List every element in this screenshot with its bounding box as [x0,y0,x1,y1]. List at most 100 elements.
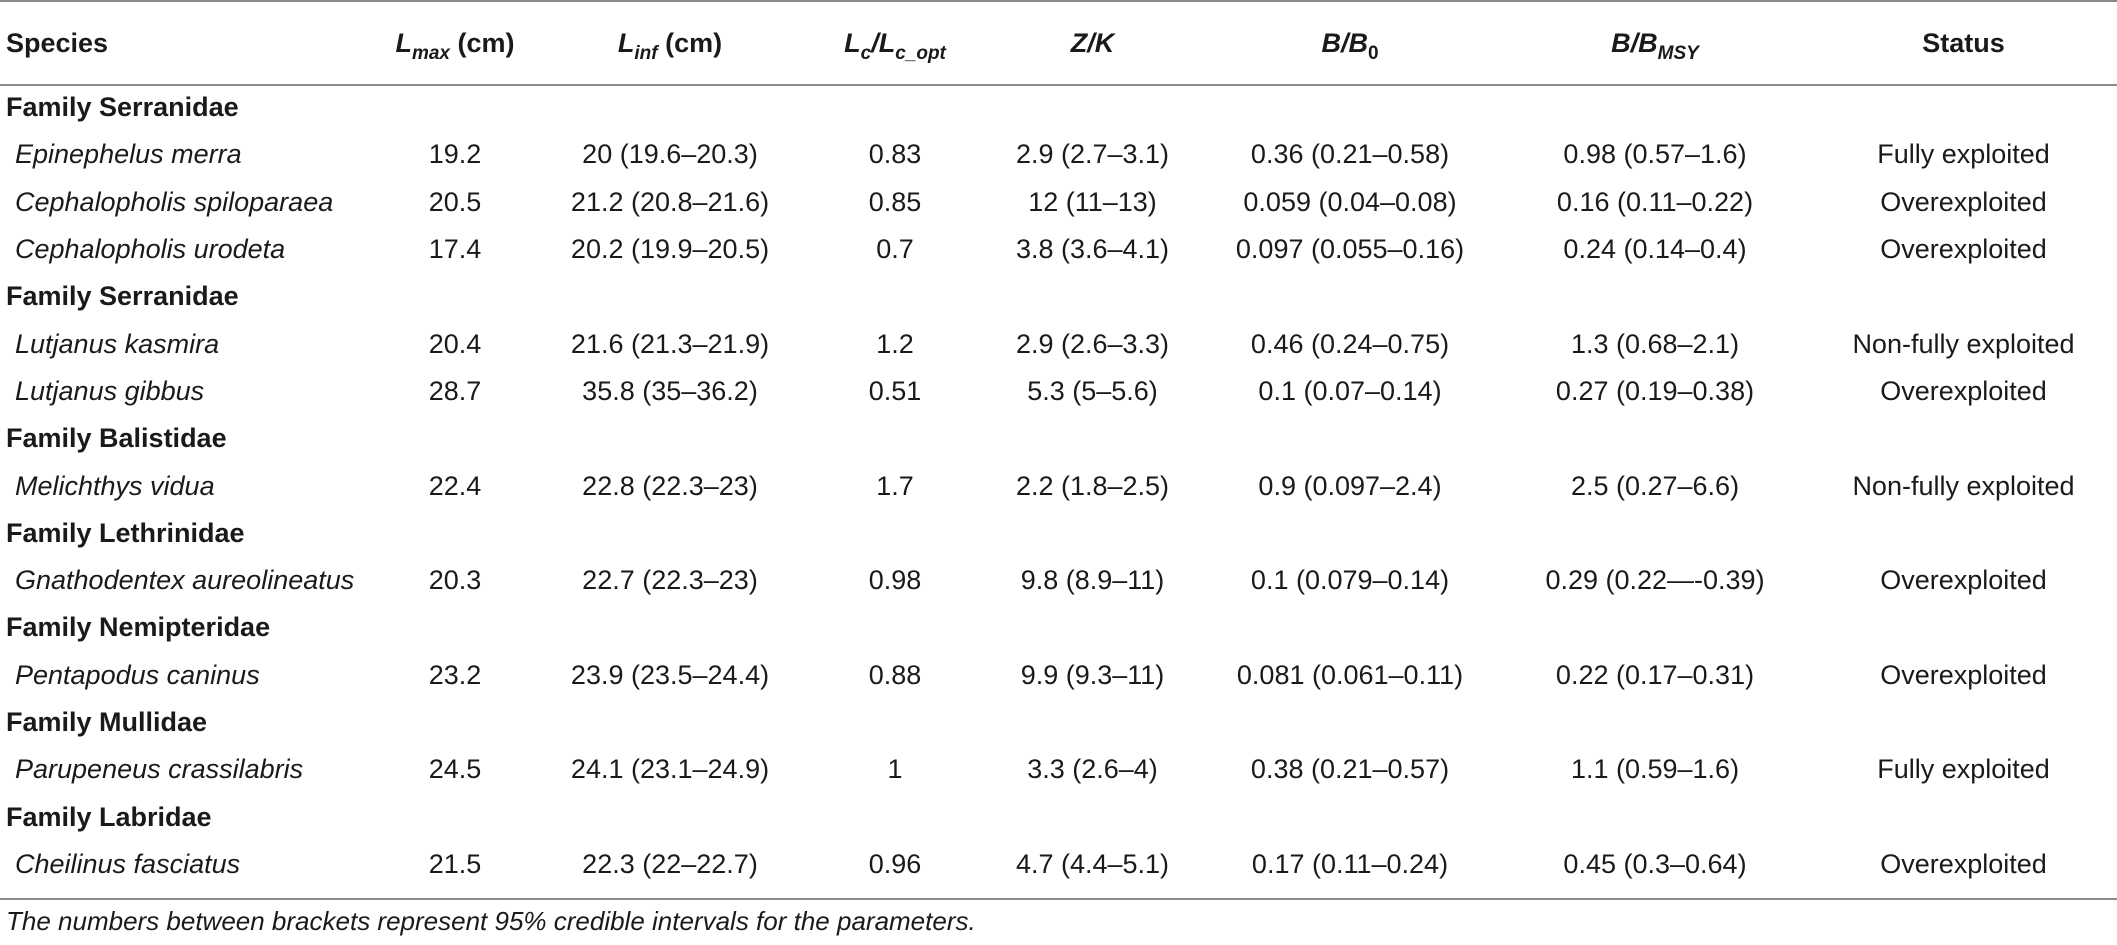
status-cell: Overexploited [1880,234,2047,265]
table-row: Gnathodentex aureolineatus 20.3 22.7 (22.3… [0,557,2117,604]
table-header: Species Lmax (cm) Linf (cm) Lc/Lc_opt Z/… [0,2,2117,84]
status-cell: Fully exploited [1877,754,2050,785]
linf-cell: 22.3 (22–22.7) [582,848,758,879]
lc-ratio-cell: 0.51 [868,375,922,406]
b-b0-cell: 0.36 (0.21–0.58) [1250,139,1450,170]
family-label: Family Mullidae [6,707,208,737]
status-cell: Non-fully exploited [1852,470,2075,501]
lc-ratio-cell: 0.88 [868,659,922,690]
b-b0-cell: 0.097 (0.055–0.16) [1235,234,1465,265]
b-b0-cell: 0.081 (0.061–0.11) [1236,659,1464,690]
lc-ratio-cell: 0.96 [868,848,922,879]
status-cell: Overexploited [1880,565,2047,596]
lmax-cell: 20.3 [428,565,482,596]
b-bmsy-cell: 0.27 (0.19–0.38) [1555,375,1755,406]
b-b0-cell: 0.38 (0.21–0.57) [1250,754,1450,785]
family-row: Family Serranidae [0,84,2117,131]
table-body: Family Serranidae Epinephelus merra 19.2 20… [0,84,2117,888]
lc-ratio-cell: 1.7 [876,470,914,501]
b-bmsy-cell: 1.3 (0.68–2.1) [1570,328,1740,359]
zk-cell: 3.3 (2.6–4) [1027,754,1158,785]
b-bmsy-cell: 1.1 (0.59–1.6) [1570,754,1740,785]
linf-cell: 35.8 (35–36.2) [582,375,758,406]
table-row: Parupeneus crassilabris 24.5 24.1 (23.1–24… [0,746,2117,793]
b-bmsy-cell: 0.98 (0.57–1.6) [1563,139,1747,170]
lc-ratio-cell: 1.2 [876,328,914,359]
bottom-rule [0,898,2117,900]
header-lc-ratio: Lc/Lc_opt [844,27,946,64]
status-cell: Overexploited [1880,848,2047,879]
species-cell: Cheilinus fasciatus [15,848,241,879]
lmax-cell: 22.4 [428,470,482,501]
zk-cell: 12 (11–13) [1028,186,1157,217]
family-label: Family Balistidae [6,423,227,454]
zk-cell: 2.9 (2.6–3.3) [1015,328,1170,359]
species-cell: Parupeneus crassilabris [15,754,304,785]
header-lmax: Lmax (cm) [395,27,515,64]
header-rule [0,84,2117,86]
lmax-cell: 20.4 [428,328,482,359]
lmax-cell: 19.2 [428,139,482,170]
table-row: Melichthys vidua 22.4 22.8 (22.3–23) 1.7 2.2… [0,462,2117,509]
table-row: Lutjanus kasmira 20.4 21.6 (21.3–21.9) 1.2 2… [0,320,2117,367]
lmax-cell: 28.7 [428,375,482,406]
header-species: Species [6,27,109,58]
species-cell: Epinephelus merra [15,139,242,170]
linf-cell: 20 (19.6–20.3) [582,139,758,170]
zk-cell: 9.8 (8.9–11) [1020,565,1165,596]
zk-cell: 2.2 (1.8–2.5) [1015,470,1170,501]
table-row: Cheilinus fasciatus 21.5 22.3 (22–22.7) 0.9… [0,841,2117,888]
species-cell: Cephalopholis urodeta [15,234,286,265]
b-bmsy-cell: 0.16 (0.11–0.22) [1556,186,1754,217]
b-b0-cell: 0.1 (0.079–0.14) [1250,565,1450,596]
b-bmsy-cell: 2.5 (0.27–6.6) [1570,470,1740,501]
b-b0-cell: 0.1 (0.07–0.14) [1258,375,1442,406]
table-row: Cephalopholis spiloparaea 20.5 21.2 (20.8–… [0,179,2117,226]
b-bmsy-cell: 0.22 (0.17–0.31) [1555,659,1755,690]
lmax-cell: 24.5 [428,754,482,785]
family-row: Family Serranidae [0,273,2117,320]
family-label: Family Labridae [6,801,212,832]
zk-cell: 9.9 (9.3–11) [1020,659,1165,690]
linf-cell: 22.7 (22.3–23) [582,565,758,596]
header-status: Status [1922,27,2005,58]
linf-cell: 21.2 (20.8–21.6) [570,186,770,217]
lc-ratio-cell: 1 [887,754,903,785]
header-b-bmsy: B/BMSY [1611,27,1699,64]
species-cell: Cephalopholis spiloparaea [15,186,334,217]
lmax-cell: 23.2 [428,659,482,690]
linf-cell: 24.1 (23.1–24.9) [570,754,770,785]
family-label: Family Lethrinidae [6,517,245,548]
family-row: Family Mullidae [0,699,2117,746]
lmax-cell: 17.4 [428,234,482,265]
family-label: Family Nemipteridae [6,612,271,643]
species-cell: Lutjanus kasmira [15,328,220,359]
b-bmsy-cell: 0.45 (0.3–0.64) [1563,848,1747,879]
linf-cell: 21.6 (21.3–21.9) [570,328,770,359]
species-cell: Lutjanus gibbus [15,375,205,406]
header-linf: Linf (cm) [617,27,723,64]
lc-ratio-cell: 0.7 [876,234,914,265]
family-row: Family Lethrinidae [0,510,2117,557]
header-b-b0: B/B0 [1321,27,1379,64]
linf-cell: 23.9 (23.5–24.4) [570,659,770,690]
species-cell: Melichthys vidua [15,470,215,501]
stock-status-table: Species Lmax (cm) Linf (cm) Lc/Lc_opt Z/… [0,2,2117,888]
b-b0-cell: 0.9 (0.097–2.4) [1258,470,1442,501]
header-zk: Z/K [1070,27,1115,58]
lmax-cell: 21.5 [428,848,482,879]
table-row: Epinephelus merra 19.2 20 (19.6–20.3) 0.83 2… [0,131,2117,178]
b-bmsy-cell: 0.24 (0.14–0.4) [1563,234,1747,265]
lmax-cell: 20.5 [428,186,482,217]
zk-cell: 5.3 (5–5.6) [1027,375,1158,406]
zk-cell: 4.7 (4.4–5.1) [1015,848,1170,879]
status-cell: Fully exploited [1877,139,2050,170]
linf-cell: 20.2 (19.9–20.5) [570,234,770,265]
b-bmsy-cell: 0.29 (0.22—-0.39) [1545,565,1765,596]
status-cell: Non-fully exploited [1852,328,2075,359]
lc-ratio-cell: 0.98 [868,565,922,596]
status-cell: Overexploited [1880,375,2047,406]
family-row: Family Balistidae [0,415,2117,462]
b-b0-cell: 0.059 (0.04–0.08) [1243,186,1457,217]
